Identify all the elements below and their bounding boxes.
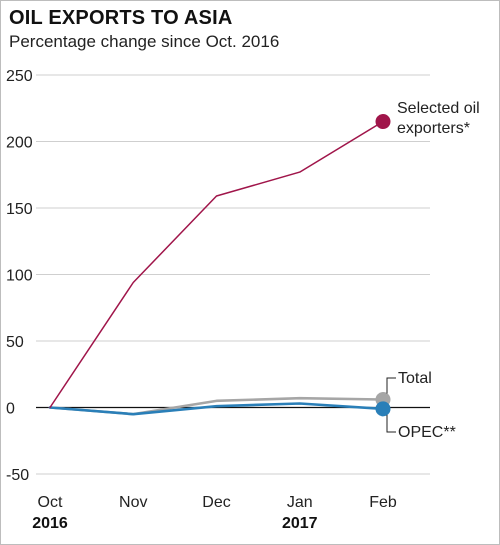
series-end-point-selectedoilexporters <box>375 114 391 130</box>
series-line-opec <box>48 402 385 416</box>
x-tick-label: Feb <box>369 494 397 511</box>
y-tick-label: 100 <box>6 268 33 285</box>
y-tick-label: 150 <box>6 201 33 218</box>
x-tick-label: Jan <box>287 494 313 511</box>
series-label: Total <box>398 370 432 387</box>
year-label: 2017 <box>282 515 318 532</box>
y-tick-label: 0 <box>6 401 15 418</box>
chart-subtitle: Percentage change since Oct. 2016 <box>9 32 280 51</box>
series-label: exporters* <box>397 120 470 137</box>
leader-line-total <box>386 377 396 394</box>
x-tick-label: Dec <box>202 494 230 511</box>
y-tick-label: 50 <box>6 334 24 351</box>
series-label: OPEC** <box>398 424 456 441</box>
year-label: 2016 <box>32 515 68 532</box>
y-tick-label: 250 <box>6 68 33 85</box>
leader-line-opec <box>386 414 396 433</box>
series-end-point-opec <box>375 401 391 417</box>
series-line-selectedoilexporters <box>49 120 384 409</box>
x-tick-label: Nov <box>119 494 147 511</box>
y-tick-label: -50 <box>6 467 29 484</box>
x-tick-label: Oct <box>38 494 63 511</box>
chart-title: OIL EXPORTS TO ASIA <box>9 7 233 29</box>
y-tick-label: 200 <box>6 135 33 152</box>
series-label: Selected oil <box>397 100 480 117</box>
